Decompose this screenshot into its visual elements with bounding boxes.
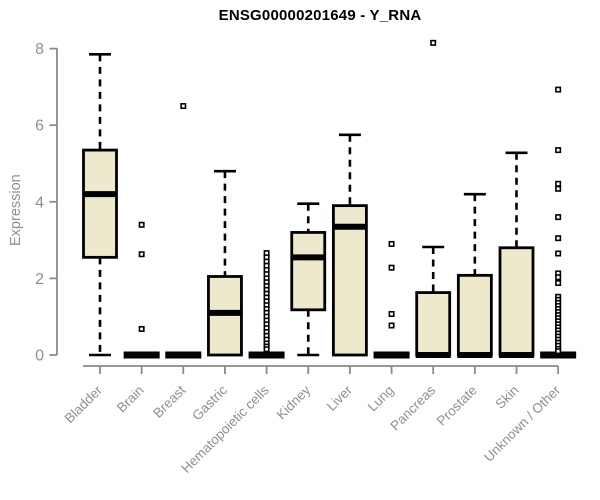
- outlier-point: [555, 250, 562, 257]
- x-tick-label: Lung: [365, 383, 397, 415]
- outlier-point: [180, 103, 187, 110]
- outlier-point: [138, 325, 145, 332]
- outlier-point: [388, 240, 395, 247]
- iqr-box: [331, 204, 368, 357]
- boxplot-bladder: [82, 53, 118, 357]
- iqr-box: [82, 148, 118, 259]
- boxplot-lung: [373, 240, 410, 359]
- x-tick-label: Pancreas: [387, 382, 438, 433]
- flat-box-at-zero: [165, 351, 202, 359]
- y-tick-label: 2: [35, 271, 44, 288]
- outlier-point: [555, 180, 562, 187]
- boxplot-breast: [165, 103, 202, 359]
- outlier-point: [555, 185, 562, 192]
- x-tick-label: Brain: [114, 383, 147, 416]
- outlier-point: [555, 86, 562, 93]
- y-tick-label: 4: [35, 194, 44, 211]
- outlier-point: [263, 346, 270, 353]
- outlier-point: [388, 311, 395, 318]
- outlier-point: [138, 251, 145, 258]
- boxplot-skin: [498, 151, 535, 358]
- outlier-point: [555, 147, 562, 154]
- flat-box-at-zero: [123, 351, 160, 359]
- x-tick-label: Kidney: [274, 382, 314, 422]
- outlier-point: [555, 214, 562, 221]
- boxplot-brain: [123, 221, 160, 359]
- boxplot-pancreas: [415, 39, 452, 358]
- iqr-box: [415, 291, 452, 357]
- outlier-point: [388, 264, 395, 271]
- chart-title: ENSG00000201649 - Y_RNA: [218, 7, 422, 24]
- y-tick-label: 0: [35, 348, 44, 365]
- outlier-point: [555, 348, 562, 355]
- boxplot-liver: [331, 133, 368, 357]
- y-axis: 0 2 4 6 8: [35, 41, 58, 365]
- y-tick-label: 8: [35, 41, 44, 58]
- boxplot-prostate: [456, 192, 493, 358]
- y-tick-label: 6: [35, 118, 44, 135]
- outlier-point: [430, 39, 437, 46]
- outlier-point: [388, 322, 395, 329]
- iqr-box: [456, 273, 493, 357]
- boxplot-hematopoietic-cells: [248, 250, 285, 359]
- flat-box-at-zero: [373, 351, 410, 359]
- outlier-point: [555, 235, 562, 242]
- x-tick-label: Liver: [324, 382, 356, 414]
- x-tick-label: Skin: [492, 383, 521, 412]
- outlier-point: [138, 221, 145, 228]
- outlier-point: [555, 279, 562, 286]
- outlier-point: [555, 274, 562, 281]
- flat-box-at-zero: [540, 351, 577, 359]
- x-tick-label: Breast: [150, 382, 188, 420]
- boxplot-unknown-other: [540, 86, 577, 359]
- boxplot-kidney: [290, 202, 327, 357]
- iqr-box: [290, 231, 327, 312]
- x-tick-label: Bladder: [62, 382, 106, 426]
- x-tick-label: Prostate: [434, 383, 480, 429]
- iqr-box: [498, 246, 535, 357]
- flat-box-at-zero: [248, 351, 285, 359]
- x-tick-label: Unknown / Other: [481, 382, 564, 465]
- x-tick-label: Gastric: [189, 382, 230, 423]
- boxplot-gastric: [207, 169, 243, 357]
